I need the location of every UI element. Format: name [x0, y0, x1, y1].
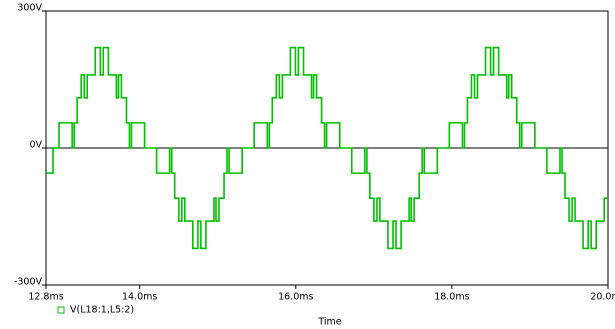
- x-tick-label: 18.0ms: [434, 292, 469, 303]
- x-tick-label: 20.0ms: [590, 292, 615, 303]
- x-tick-label: 12.8ms: [28, 292, 63, 303]
- x-axis-label: Time: [317, 317, 341, 328]
- legend-marker: [57, 306, 65, 314]
- y-tick-label: 300V: [17, 3, 42, 14]
- x-tick-label: 16.0ms: [278, 292, 313, 303]
- legend-label: V(L18:1,L5:2): [70, 305, 134, 316]
- x-tick-label: 14.0ms: [122, 292, 157, 303]
- y-tick-label: -300V: [14, 277, 43, 288]
- y-tick-label: 0V: [29, 140, 42, 151]
- series-line: [46, 46, 608, 250]
